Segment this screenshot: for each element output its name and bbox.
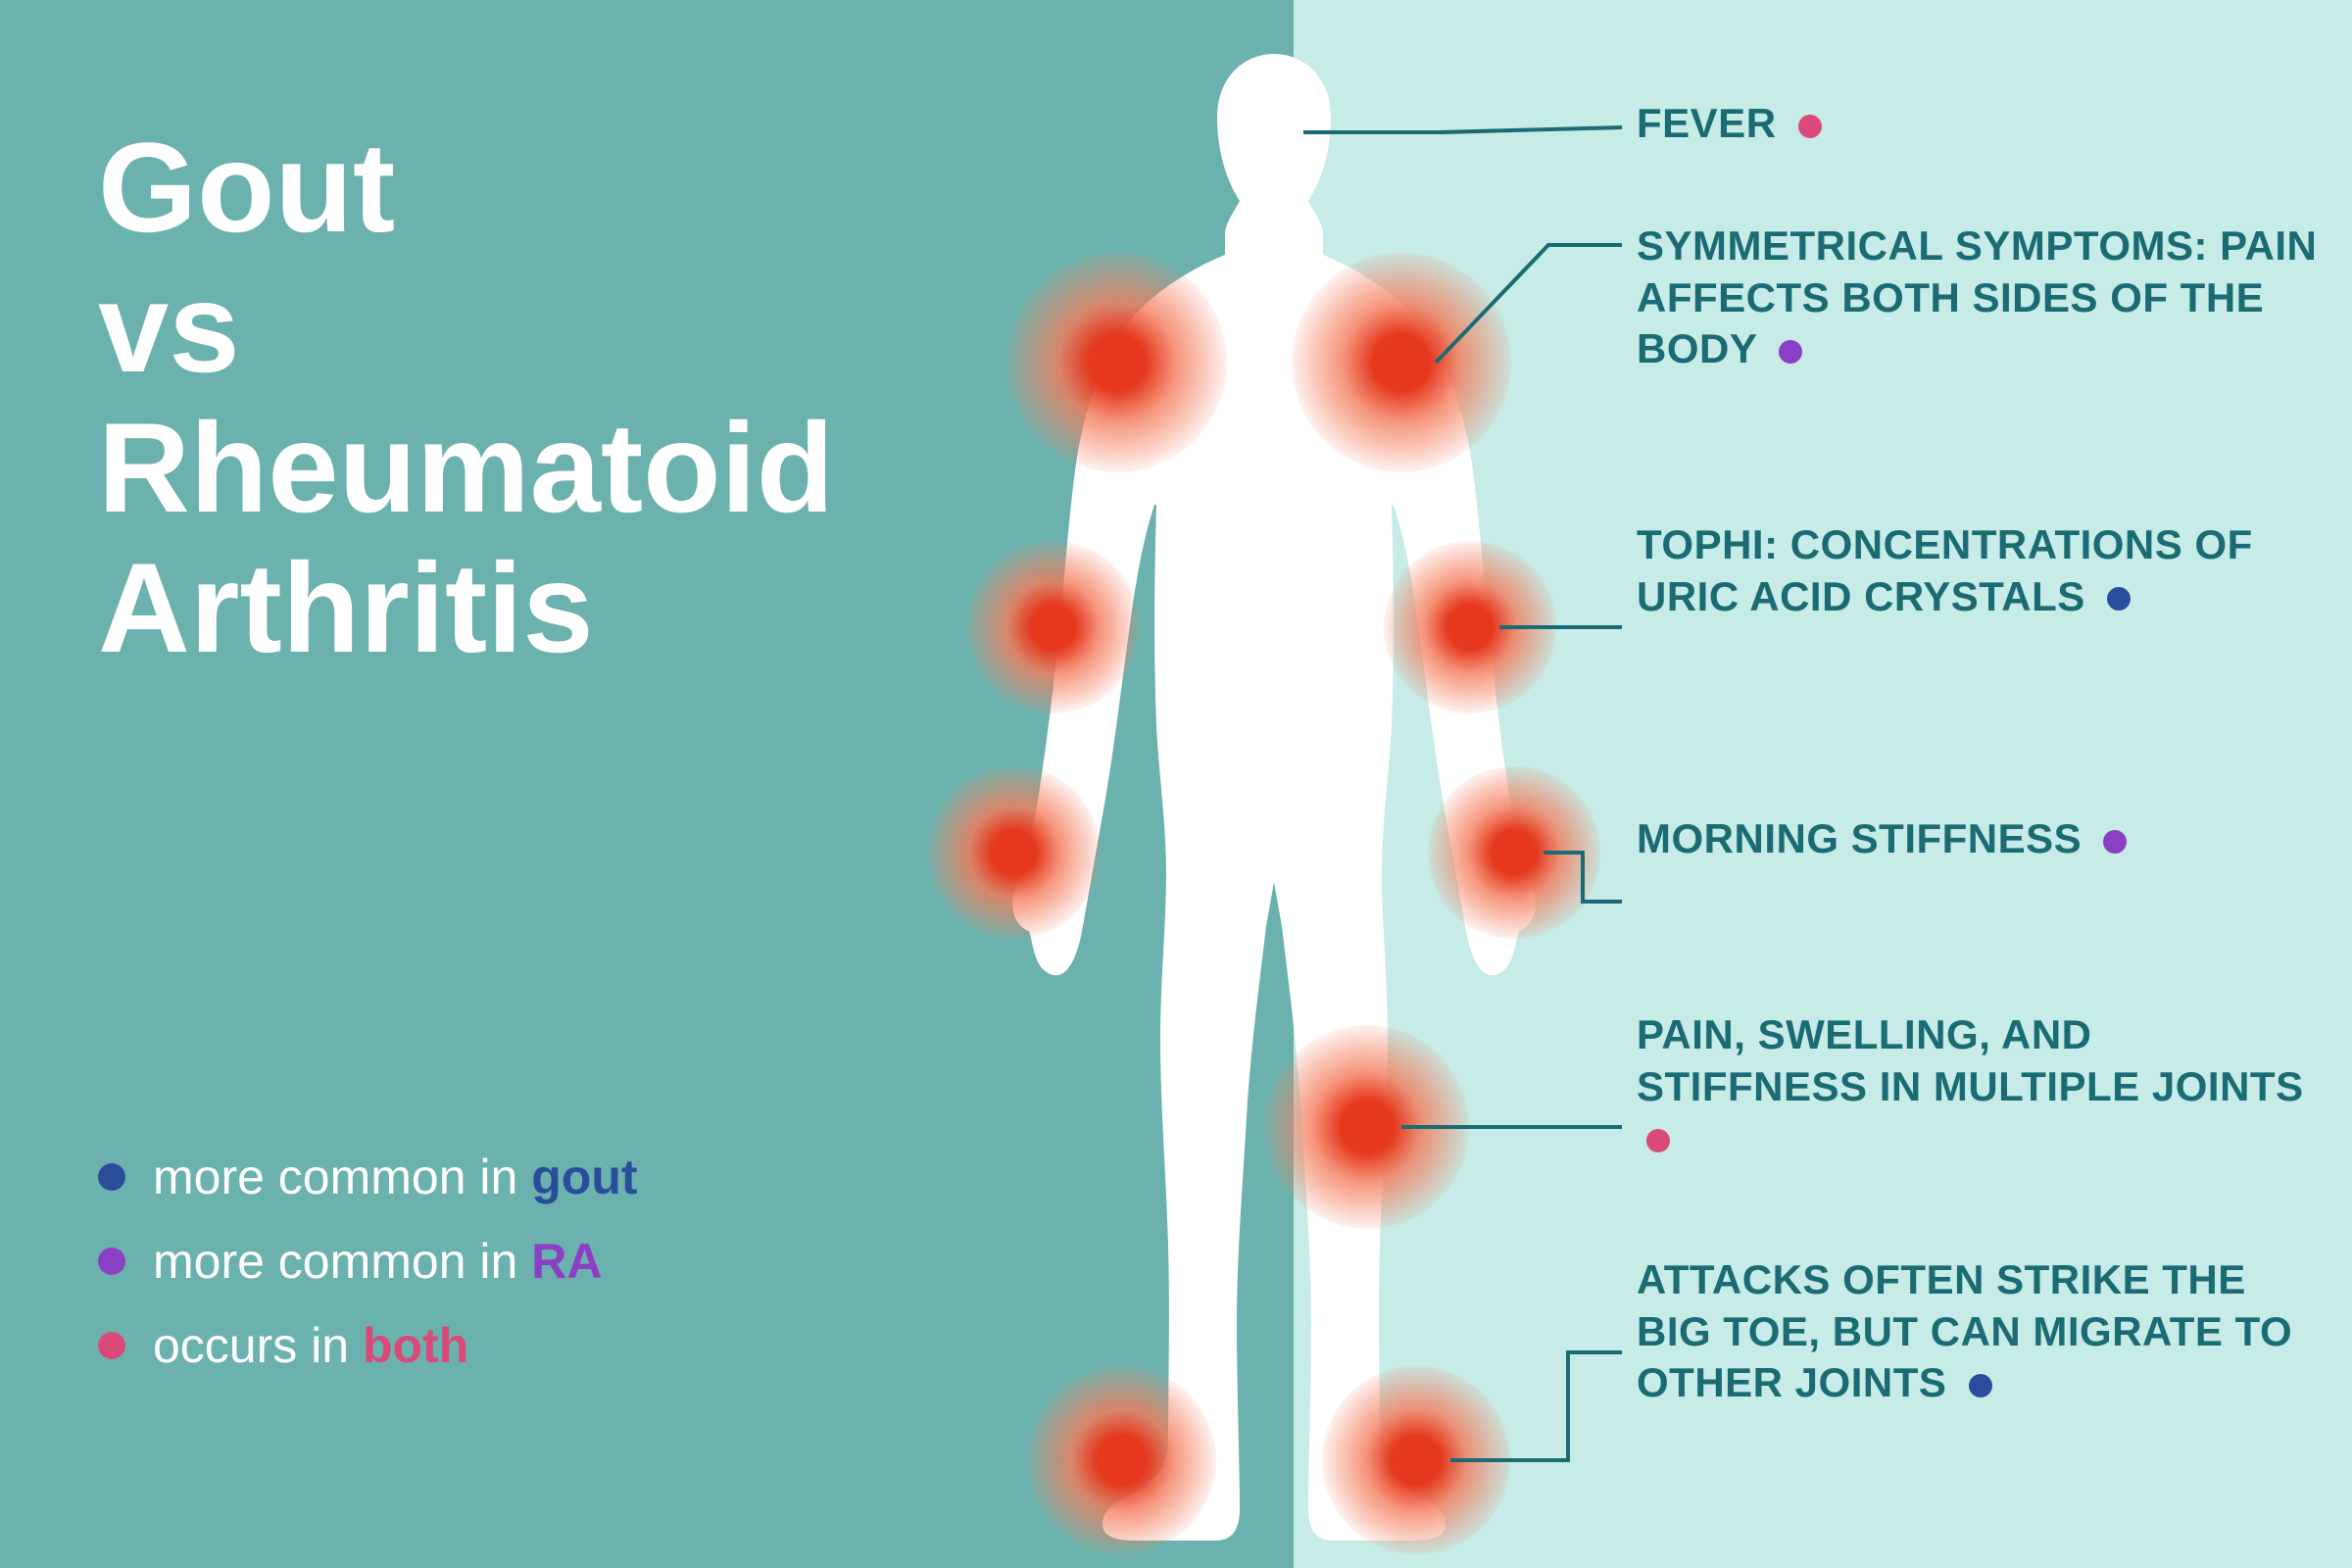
symptom-multi-joint: PAIN, SWELLING, AND STIFFNESS IN MULTIPL… [1637,1009,2323,1164]
legend-dot-ra [98,1248,125,1275]
symptom-text-multi-joint: PAIN, SWELLING, AND STIFFNESS IN MULTIPL… [1637,1011,2304,1109]
symptom-dot-morning-stiffness [2103,830,2127,854]
symptom-fever: FEVER [1637,98,2323,150]
legend-row-ra: more common in RA [98,1233,638,1290]
legend: more common in gout more common in RA oc… [98,1149,638,1401]
symptom-tophi: TOPHI: CONCENTRATIONS OF URIC ACID CRYST… [1637,519,2323,622]
symptom-dot-fever [1798,115,1822,138]
symptom-text-big-toe: ATTACKS OFTEN STRIKE THE BIG TOE, BUT CA… [1637,1256,2292,1405]
legend-hl-both: both [363,1318,468,1373]
title-line-3: Rheumatoid [98,398,834,538]
symptom-dot-tophi [2107,587,2131,611]
page-title: Gout vs Rheumatoid Arthritis [98,118,834,678]
legend-text-ra: more common in RA [153,1233,602,1290]
symptom-text-tophi: TOPHI: CONCENTRATIONS OF URIC ACID CRYST… [1637,521,2253,619]
symptom-text-symmetrical: SYMMETRICAL SYMPTOMS: PAIN AFFECTS BOTH … [1637,222,2317,371]
legend-row-gout: more common in gout [98,1149,638,1205]
symptom-dot-symmetrical [1779,340,1802,364]
symptom-dot-big-toe [1969,1374,1992,1397]
legend-dot-both [98,1332,125,1359]
title-line-4: Arthritis [98,538,834,678]
legend-hl-ra: RA [531,1234,602,1289]
legend-text-both: occurs in both [153,1317,468,1374]
body-path [1012,54,1536,1541]
legend-row-both: occurs in both [98,1317,638,1374]
legend-dot-gout [98,1163,125,1191]
symptom-list: FEVER SYMMETRICAL SYMPTOMS: PAIN AFFECTS… [1637,98,2323,1568]
symptom-text-morning-stiffness: MORNING STIFFNESS [1637,815,2082,861]
title-line-2: vs [98,258,834,398]
title-line-1: Gout [98,118,834,258]
symptom-symmetrical: SYMMETRICAL SYMPTOMS: PAIN AFFECTS BOTH … [1637,220,2323,375]
symptom-morning-stiffness: MORNING STIFFNESS [1637,813,2323,865]
legend-hl-gout: gout [531,1150,637,1204]
body-silhouette [960,39,1588,1548]
symptom-big-toe: ATTACKS OFTEN STRIKE THE BIG TOE, BUT CA… [1637,1254,2323,1409]
symptom-dot-multi-joint [1646,1129,1670,1152]
legend-text-gout: more common in gout [153,1149,638,1205]
symptom-text-fever: FEVER [1637,100,1777,146]
